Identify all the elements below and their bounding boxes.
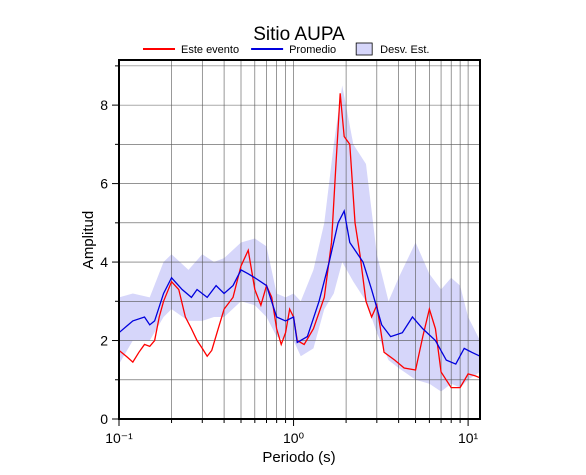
y-tick-label: 2 — [100, 333, 108, 349]
y-tick-label: 4 — [100, 254, 108, 270]
legend-swatch — [355, 42, 373, 56]
chart-title: Sitio AUPA — [253, 24, 345, 45]
series-line — [118, 93, 481, 389]
x-tick-label: 10¹ — [458, 430, 479, 446]
plot-frame — [118, 59, 481, 420]
legend-label: Desv. Est. — [380, 44, 429, 56]
x-tick-label: 10⁻¹ — [105, 430, 133, 446]
legend-label: Este evento — [181, 44, 239, 56]
legend-label: Promedio — [289, 44, 336, 56]
y-tick-label: 8 — [100, 97, 108, 113]
std-band — [119, 85, 480, 392]
y-tick-label: 0 — [100, 411, 108, 427]
y-axis-label: Amplitud — [80, 211, 97, 269]
y-tick-label: 6 — [100, 176, 108, 192]
x-axis-label: Periodo (s) — [262, 449, 335, 466]
series-line — [118, 209, 481, 365]
legend: Este evento Promedio Desv. Est. — [143, 42, 429, 56]
x-tick-label: 10⁰ — [283, 430, 305, 446]
